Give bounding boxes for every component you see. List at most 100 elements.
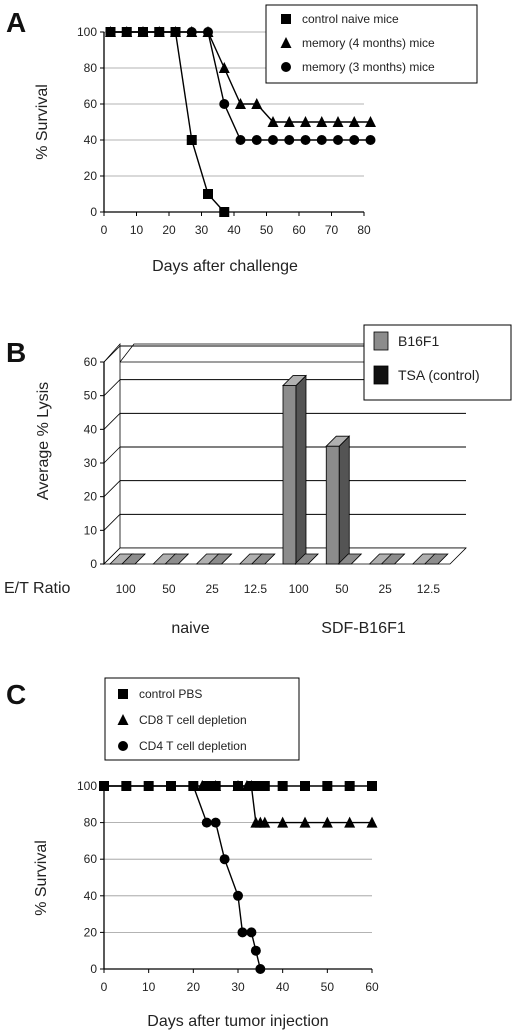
legend-label: CD4 T cell depletion: [139, 739, 247, 753]
legend-label: control naive mice: [302, 12, 399, 26]
data-point-square: [367, 781, 377, 791]
category-label: 100: [289, 582, 309, 596]
data-point-circle: [333, 135, 343, 145]
data-point-square: [277, 781, 288, 791]
y-tick-label: 0: [90, 205, 97, 219]
y-gridline-side: [103, 379, 121, 396]
y-gridline-side: [103, 480, 121, 497]
bar-top: [164, 553, 190, 565]
bar-side: [295, 374, 307, 565]
data-point-triangle: [316, 116, 328, 127]
data-point-circle: [237, 927, 248, 938]
panel-a-x-label: Days after challenge: [152, 258, 298, 275]
bar-top: [337, 553, 363, 565]
y-tick-label: 40: [84, 422, 98, 436]
panel-b: B 0 10 20 30 40 50 60 Average % Lysis E/T Rati…: [4, 324, 512, 637]
y-tick-label: 40: [84, 133, 98, 147]
data-point-triangle: [210, 780, 222, 791]
data-point-triangle: [299, 816, 311, 828]
y-tick-label: 60: [84, 97, 98, 111]
data-point-triangle: [235, 98, 246, 109]
panel-b-legend: B16F1 TSA (control): [363, 324, 512, 401]
data-point-square: [322, 781, 333, 791]
data-point-circle: [210, 817, 221, 828]
data-point-circle: [246, 927, 257, 938]
y-tick-label: 100: [77, 25, 97, 39]
x-tick-label: 60: [365, 980, 379, 994]
panel-a: A 0 20 40 60 80 100 0 10 20 30 40 50 60 70 80 Days aft…: [6, 4, 478, 275]
data-point-circle: [201, 817, 212, 828]
data-point-triangle: [232, 780, 244, 791]
bar-top: [294, 553, 319, 565]
y-tick-label: 20: [84, 925, 98, 939]
panel-b-x-label: E/T Ratio: [4, 580, 71, 597]
legend-marker-circle: [118, 741, 128, 751]
y-tick-label: 50: [84, 389, 98, 403]
panel-b-legend-box: [363, 324, 512, 401]
panel-c-y-label: % Survival: [33, 840, 50, 916]
data-point-square: [344, 781, 355, 791]
data-point-triangle: [321, 816, 333, 828]
data-point-triangle: [348, 116, 360, 127]
data-point-triangle: [300, 116, 311, 127]
panel-a-legend: control naive mice memory (4 months) mice…: [265, 4, 478, 84]
x-tick-label: 80: [357, 223, 371, 237]
y-tick-label: 100: [77, 779, 97, 793]
bar-front: [325, 445, 340, 565]
data-point-circle: [170, 27, 181, 37]
data-point-triangle: [332, 116, 344, 127]
x-tick-label: 40: [227, 223, 241, 237]
data-point-circle: [284, 135, 295, 145]
y-tick-label: 80: [84, 61, 98, 75]
data-point-circle: [250, 945, 261, 956]
bar-top: [325, 435, 351, 447]
category-label: 50: [335, 582, 349, 596]
y-tick-label: 60: [84, 355, 98, 369]
data-point-triangle: [218, 62, 230, 73]
bar-front: [282, 385, 297, 565]
legend-label: memory (4 months) mice: [302, 36, 435, 50]
panel-c-legend: control PBS CD8 T cell depletion CD4 T cel…: [104, 677, 300, 761]
x-tick-label: 50: [260, 223, 274, 237]
y-tick-label: 40: [84, 889, 98, 903]
legend-marker-square: [118, 689, 128, 699]
panel-c-legend-box: [104, 677, 300, 761]
legend-label: memory (3 months) mice: [302, 60, 435, 74]
data-point-circle: [138, 27, 148, 37]
y-tick-label: 60: [84, 852, 98, 866]
data-point-circle: [316, 135, 327, 145]
series-line: [202, 785, 372, 824]
category-label: 50: [162, 582, 176, 596]
bar-top: [250, 553, 276, 565]
data-point-square: [259, 781, 270, 791]
data-point-triangle: [259, 816, 271, 828]
x-tick-label: 10: [130, 223, 144, 237]
y-gridline-side: [103, 345, 121, 363]
panel-b-y-label: Average % Lysis: [35, 382, 52, 500]
data-point-circle: [251, 135, 262, 145]
data-point-square: [219, 207, 230, 217]
x-tick-label: 30: [231, 980, 245, 994]
bar-top: [207, 553, 233, 565]
data-point-square: [203, 189, 213, 199]
series-line: [110, 31, 225, 213]
panel-b-letter: B: [6, 337, 26, 368]
x-tick-label: 10: [142, 980, 156, 994]
legend-marker-triangle: [280, 37, 292, 48]
panel-a-letter: A: [6, 7, 26, 38]
panel-a-legend-box: [265, 4, 478, 84]
panel-c-letter: C: [6, 679, 26, 710]
y-tick-label: 20: [84, 490, 98, 504]
panel-b-side-wall: [103, 342, 121, 565]
bar-top: [380, 553, 406, 565]
bar-side: [338, 435, 350, 565]
data-point-triangle: [277, 816, 289, 828]
data-point-triangle: [196, 780, 208, 791]
data-point-triangle: [365, 116, 376, 127]
legend-marker-square: [281, 14, 291, 24]
data-point-triangle: [344, 816, 356, 828]
data-point-circle: [365, 135, 376, 145]
bar-top: [423, 553, 449, 565]
y-tick-label: 80: [84, 816, 98, 830]
